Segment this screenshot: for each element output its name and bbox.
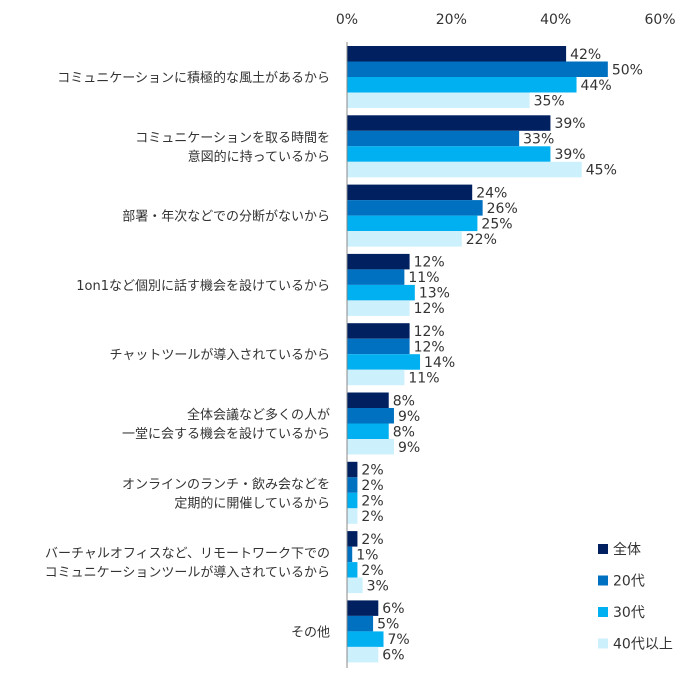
bar bbox=[347, 115, 551, 131]
bar bbox=[347, 615, 374, 632]
category-label: 一堂に会する機会を設けているから bbox=[122, 426, 330, 442]
data-label: 39% bbox=[554, 116, 585, 132]
data-label: 44% bbox=[581, 78, 612, 94]
x-tick-label: 60% bbox=[644, 12, 675, 28]
bar bbox=[347, 439, 394, 455]
data-label: 2% bbox=[361, 509, 383, 525]
data-label: 2% bbox=[361, 532, 383, 548]
bar bbox=[347, 546, 353, 563]
data-label: 11% bbox=[408, 270, 439, 286]
data-label: 12% bbox=[414, 255, 445, 271]
x-tick-label: 0% bbox=[336, 12, 358, 28]
data-label: 2% bbox=[361, 463, 383, 479]
bar bbox=[347, 92, 530, 108]
data-label: 9% bbox=[398, 440, 420, 456]
data-label: 6% bbox=[382, 601, 404, 617]
legend-swatch bbox=[598, 607, 608, 617]
x-tick-label: 40% bbox=[540, 12, 571, 28]
bar bbox=[347, 146, 551, 162]
bar bbox=[347, 300, 410, 316]
data-label: 12% bbox=[414, 324, 445, 340]
data-label: 1% bbox=[356, 547, 378, 563]
category-label: 意図的に持っているから bbox=[188, 149, 330, 165]
bar bbox=[347, 269, 405, 285]
bar bbox=[347, 492, 358, 509]
bar bbox=[347, 215, 478, 232]
legend-swatch bbox=[598, 575, 608, 586]
data-label: 45% bbox=[586, 163, 617, 179]
bar bbox=[347, 161, 582, 178]
bar bbox=[347, 392, 389, 408]
data-label: 26% bbox=[487, 201, 518, 217]
data-label: 33% bbox=[523, 132, 554, 148]
category-label: コミュニケーションを取る時間を bbox=[135, 131, 330, 146]
data-label: 22% bbox=[466, 232, 497, 248]
bar bbox=[347, 646, 379, 663]
category-label: 全体会議など多くの人が bbox=[187, 407, 330, 423]
category-label: バーチャルオフィスなど、リモートワーク下での bbox=[45, 547, 330, 562]
data-label: 25% bbox=[481, 216, 512, 232]
legend-swatch bbox=[598, 544, 608, 554]
bar bbox=[347, 46, 567, 62]
category-label: オンラインのランチ・飲み会などを bbox=[122, 476, 330, 492]
legend-swatch bbox=[598, 638, 608, 649]
data-label: 24% bbox=[476, 185, 507, 201]
category-label: コミュニケーションツールが導入されているから bbox=[45, 566, 330, 581]
data-label: 9% bbox=[398, 409, 420, 425]
category-label: 定期的に開催しているから bbox=[174, 495, 330, 511]
bar bbox=[347, 61, 608, 77]
data-label: 2% bbox=[361, 563, 383, 579]
data-label: 12% bbox=[414, 301, 445, 317]
bar bbox=[347, 531, 358, 547]
data-label: 8% bbox=[393, 393, 415, 409]
legend-label: 40代以上 bbox=[613, 637, 673, 653]
data-label: 2% bbox=[361, 494, 383, 510]
category-label: 部署・年次などでの分断がないから bbox=[122, 209, 330, 225]
category-label: チャットツールが導入されているから bbox=[110, 348, 330, 363]
category-label: 1on1など個別に話す機会を設けているから bbox=[76, 278, 330, 294]
data-label: 14% bbox=[424, 355, 455, 371]
category-label: その他 bbox=[291, 625, 330, 640]
bar bbox=[347, 184, 473, 201]
bar bbox=[347, 77, 577, 93]
bar bbox=[347, 200, 483, 216]
bar bbox=[347, 600, 379, 616]
data-label: 12% bbox=[414, 339, 445, 355]
data-label: 42% bbox=[570, 47, 601, 63]
bar bbox=[347, 284, 415, 301]
bar bbox=[347, 577, 363, 594]
bar bbox=[347, 354, 421, 370]
legend-label: 20代 bbox=[613, 574, 645, 590]
x-tick-label: 20% bbox=[436, 12, 467, 28]
data-label: 7% bbox=[388, 632, 410, 648]
bar bbox=[347, 369, 405, 386]
bar bbox=[347, 477, 358, 493]
data-label: 35% bbox=[534, 93, 565, 109]
bar bbox=[347, 408, 394, 424]
data-label: 3% bbox=[367, 578, 389, 594]
bar bbox=[347, 231, 462, 247]
bar bbox=[347, 323, 410, 339]
bar bbox=[347, 631, 384, 647]
data-label: 13% bbox=[419, 286, 450, 302]
data-label: 50% bbox=[612, 62, 643, 78]
legend-label: 30代 bbox=[613, 605, 645, 621]
data-label: 11% bbox=[408, 370, 439, 386]
data-label: 5% bbox=[377, 617, 399, 633]
data-label: 8% bbox=[393, 424, 415, 440]
bar bbox=[347, 508, 358, 524]
data-label: 2% bbox=[361, 478, 383, 494]
category-label: コミュニケーションに積極的な風土があるから bbox=[57, 70, 330, 86]
data-label: 6% bbox=[382, 648, 404, 664]
bar bbox=[347, 423, 389, 439]
data-label: 39% bbox=[554, 147, 585, 163]
bar bbox=[347, 253, 410, 270]
bar bbox=[347, 338, 410, 355]
legend-label: 全体 bbox=[613, 541, 641, 558]
bar bbox=[347, 130, 520, 147]
bar bbox=[347, 562, 358, 578]
bar bbox=[347, 461, 358, 478]
